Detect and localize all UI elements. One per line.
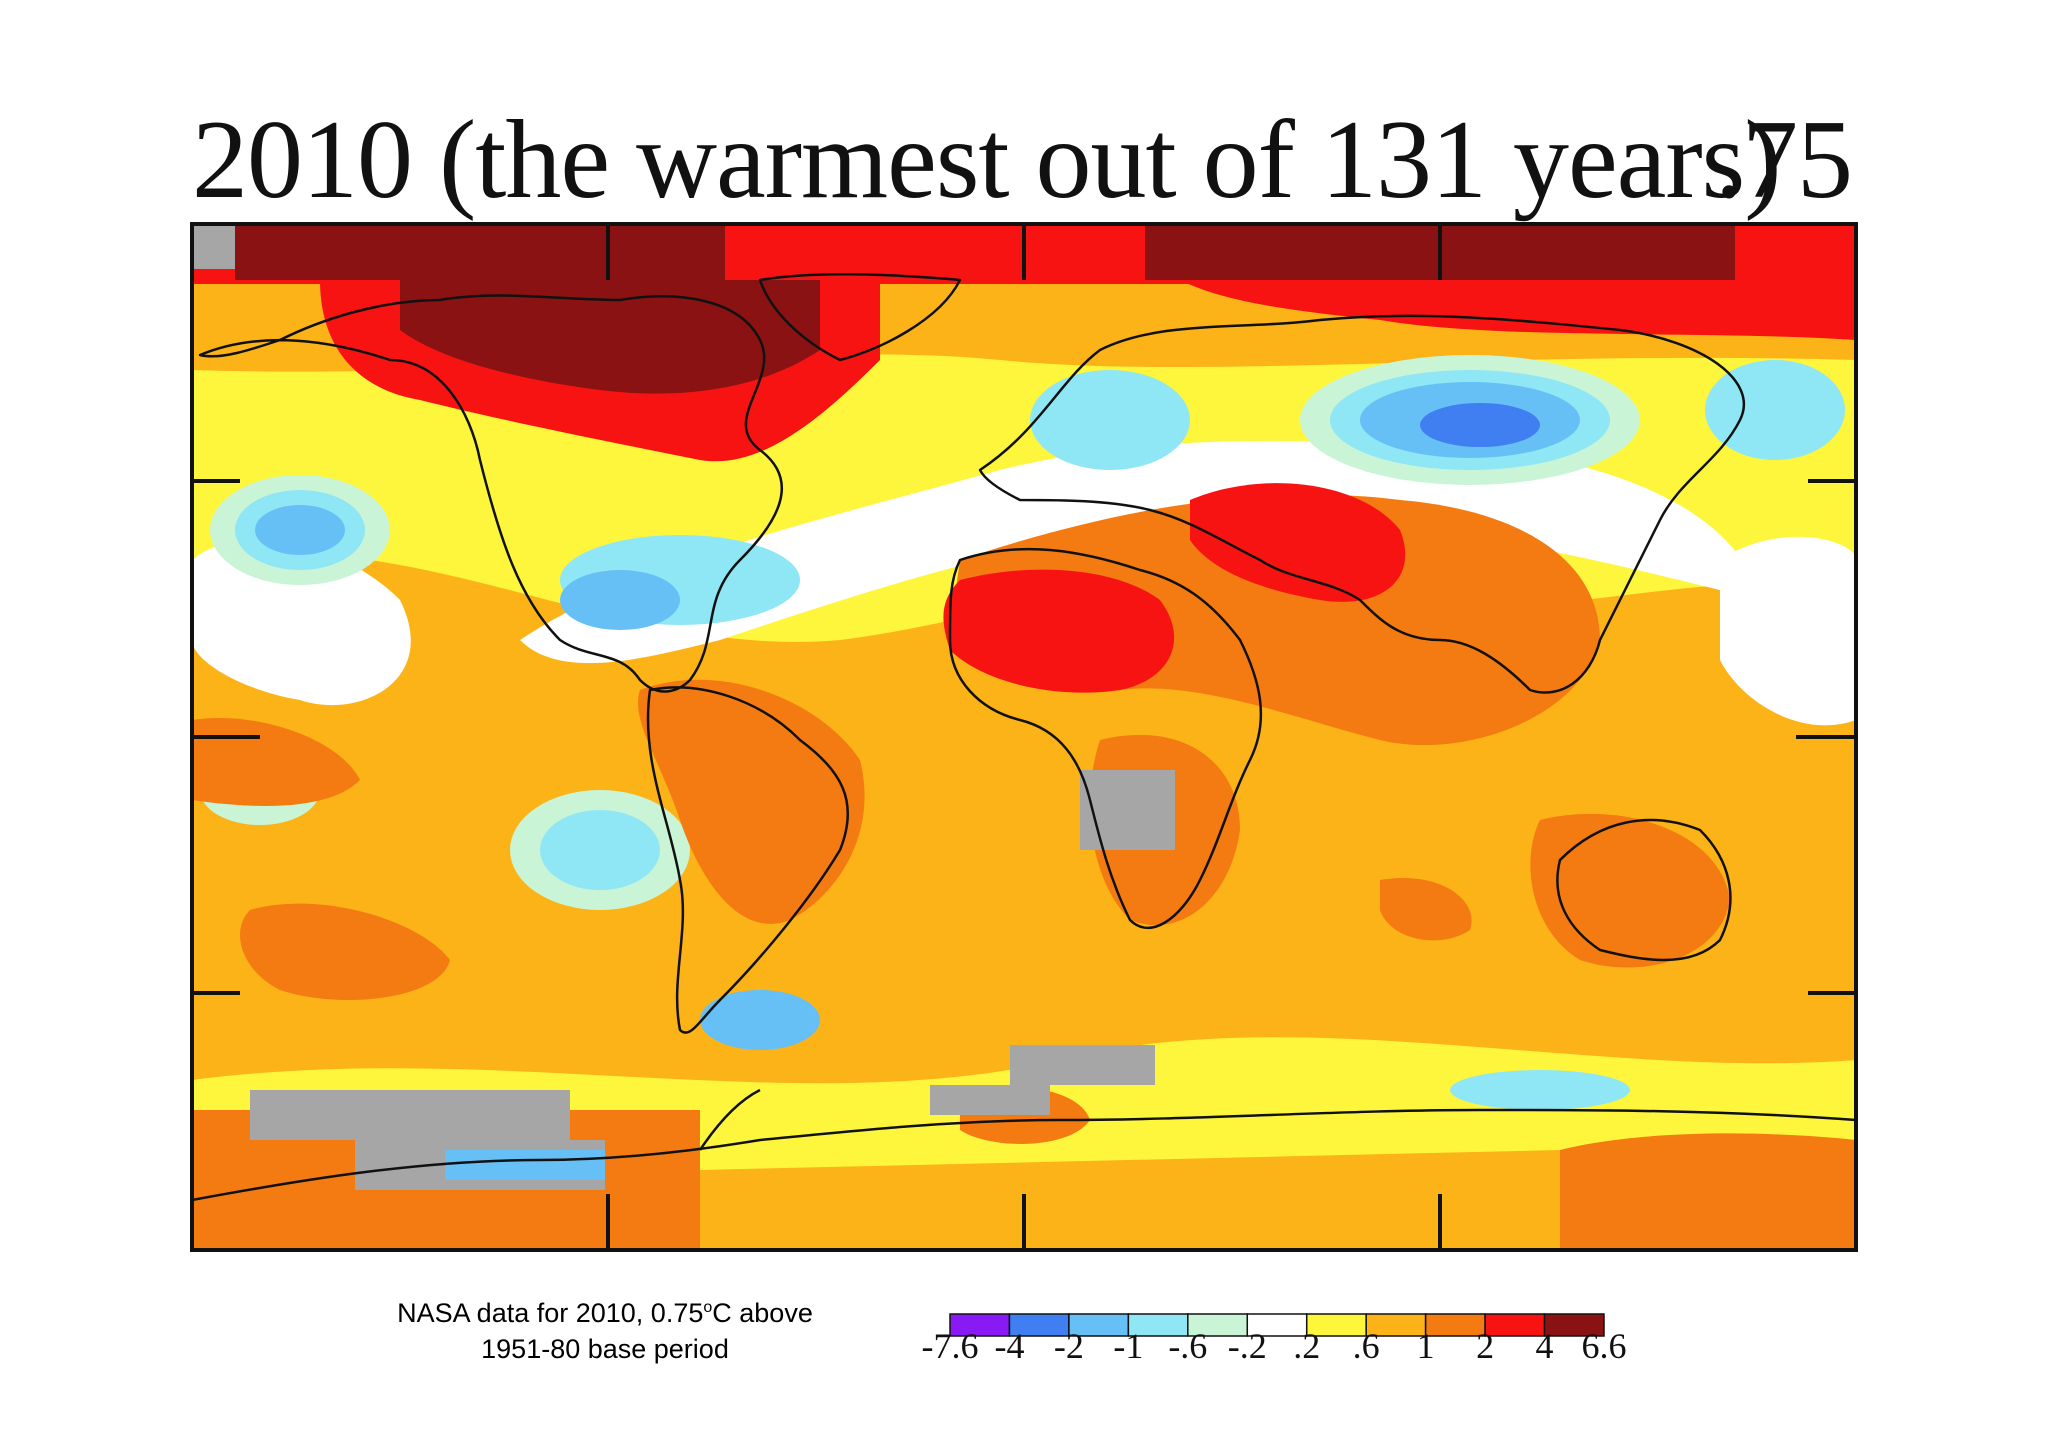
anomaly-region — [1720, 536, 1856, 726]
title-text: 2010 (the warmest out of 131 years) — [192, 98, 1782, 222]
cold-anomaly — [1705, 360, 1845, 460]
warm-anomaly — [400, 280, 820, 394]
legend-swatch — [1543, 1313, 1605, 1337]
anomaly-region — [700, 1150, 1560, 1250]
legend-tick-label: .2 — [1293, 1326, 1321, 1366]
caption-line-1: NASA data for 2010, 0.75oC above — [397, 1298, 813, 1328]
warm-anomaly — [240, 903, 450, 1000]
axis-ticks — [192, 224, 1856, 1250]
cold-anomaly — [560, 570, 680, 630]
anomaly-field — [192, 224, 1856, 1250]
caption: NASA data for 2010, 0.75oC above 1951-80… — [330, 1290, 880, 1367]
no-data-region — [250, 1090, 570, 1140]
cold-anomaly — [1450, 1070, 1630, 1110]
coastlines — [192, 272, 1856, 1202]
warm-anomaly — [235, 224, 725, 280]
legend-tick-label: -1 — [1113, 1326, 1144, 1366]
legend-tick-label: .6 — [1352, 1326, 1380, 1366]
legend-tick-label: 2 — [1476, 1326, 1495, 1366]
coastline-greenland — [758, 272, 962, 362]
coastline-africa — [948, 547, 1263, 930]
no-data-region — [1080, 770, 1175, 850]
legend-labels: -7.6 -4 -2 -1 -.6 -.2 .2 .6 1 2 4 6.6 — [900, 1325, 1627, 1375]
warm-anomaly — [192, 718, 360, 806]
coastline-eurasia — [978, 314, 1746, 694]
anomaly-region — [192, 539, 411, 706]
color-legend — [949, 1313, 1605, 1337]
legend-tick-label: -2 — [1053, 1326, 1084, 1366]
warm-anomaly — [1180, 280, 1856, 340]
warm-anomaly — [1530, 813, 1730, 968]
warm-anomaly — [1380, 878, 1472, 941]
global-anomaly-value: .75 — [1715, 98, 1853, 222]
anomaly-region — [1560, 1133, 1856, 1250]
cold-anomaly — [445, 1150, 605, 1180]
map-title: 2010 (the warmest out of 131 years) .75 — [192, 98, 1853, 222]
cold-anomaly — [1030, 370, 1190, 470]
cold-anomaly — [540, 810, 660, 890]
legend-tick-label: -7.6 — [921, 1326, 979, 1366]
legend-tick-label: 1 — [1416, 1326, 1435, 1366]
coastline-south-america — [646, 686, 850, 1034]
coastline-antarctica — [192, 1108, 1856, 1202]
coastline-north-america — [198, 294, 784, 693]
legend-tick-label: 6.6 — [1581, 1326, 1627, 1366]
no-data-region — [930, 1085, 1050, 1115]
caption-line-2: 1951-80 base period — [481, 1334, 729, 1364]
anomaly-region — [520, 441, 1760, 664]
warm-anomaly — [943, 569, 1175, 693]
coastline-australia — [1556, 818, 1732, 962]
no-data-region — [1010, 1045, 1155, 1085]
warm-anomaly — [638, 679, 865, 924]
cold-anomaly — [700, 990, 820, 1050]
cold-anomaly — [1420, 403, 1540, 447]
no-data-region — [192, 224, 235, 269]
warm-anomaly — [1190, 483, 1406, 602]
coastline-antarctic-peninsula — [698, 1088, 761, 1151]
legend-tick-label: 4 — [1535, 1326, 1554, 1366]
legend-tick-label: -4 — [994, 1326, 1025, 1366]
legend-tick-label: -.6 — [1168, 1326, 1208, 1366]
legend-tick-label: -.2 — [1227, 1326, 1267, 1366]
cold-anomaly — [255, 505, 345, 555]
